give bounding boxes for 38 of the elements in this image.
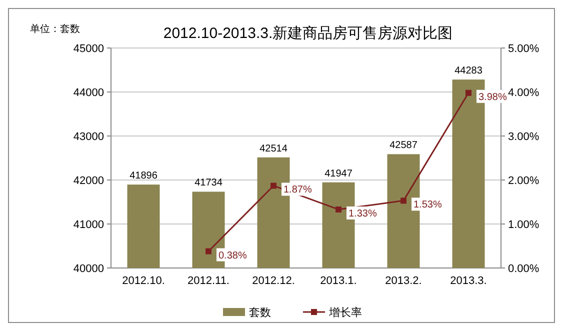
x-tick-label: 2013.3.: [450, 275, 487, 287]
text: 单位：套数: [30, 23, 80, 35]
y-tick-label: 44000: [73, 87, 104, 99]
y-tick-label: 41000: [73, 219, 104, 231]
data-label: 41734: [194, 178, 223, 189]
point: [400, 198, 406, 204]
data-label: 42587: [390, 140, 418, 152]
legend-label: 增长率: [328, 306, 362, 319]
y-tick-label: 45000: [73, 43, 104, 55]
x-tick-label: 2013.2.: [385, 275, 422, 287]
point: [206, 248, 212, 254]
x-tick-label: 2012.10.: [122, 275, 165, 287]
x-tick-label: 2013.1.: [320, 275, 357, 287]
point: [336, 206, 342, 212]
x-tick-label: 2012.12.: [252, 275, 295, 287]
chart-title: 2012.10-2013.3.新建商品房可售房源对比图: [163, 25, 453, 42]
y2-tick-label: 0.00%: [508, 263, 540, 275]
legend-label: 套数: [249, 307, 271, 319]
y2-tick-label: 2.00%: [508, 175, 540, 187]
data-label: 41896: [130, 170, 158, 182]
point: [466, 90, 472, 96]
data-label: 0.38%: [218, 250, 247, 262]
y2-tick-label: 3.00%: [508, 131, 540, 143]
x-tick-label: 2012.11.: [187, 275, 230, 287]
data-label: 1.53%: [414, 200, 442, 211]
y-tick-label: 40000: [73, 263, 104, 275]
y-tick-label: 43000: [73, 131, 104, 143]
y-tick-label: 42000: [73, 175, 104, 187]
data-label: 44283: [454, 66, 483, 77]
data-label: 3.98%: [478, 92, 507, 103]
y2-tick-label: 5.00%: [508, 43, 540, 55]
data-label: 41947: [324, 168, 353, 180]
data-label: 42514: [260, 143, 288, 154]
y2-tick-label: 1.00%: [508, 219, 540, 231]
data-label: 1.33%: [348, 208, 377, 220]
point: [270, 182, 276, 189]
data-label: 1.87%: [284, 184, 312, 196]
y2-tick-label: 4.00%: [508, 87, 540, 99]
